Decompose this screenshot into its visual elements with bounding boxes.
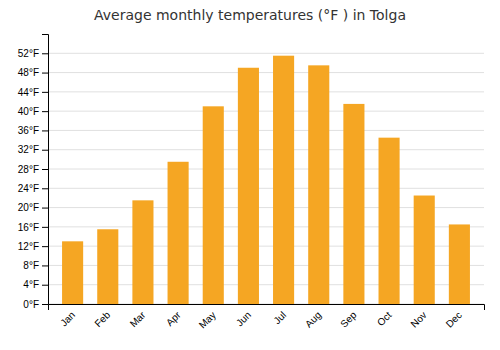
grid	[48, 53, 484, 304]
y-tick: 48°F	[18, 67, 48, 78]
x-axis-line	[49, 305, 485, 311]
y-tick: 8°F	[23, 260, 48, 271]
x-tick: Aug	[303, 309, 323, 329]
y-tick-mark	[42, 304, 48, 305]
x-tick: Mar	[128, 309, 148, 329]
bar	[97, 229, 118, 304]
bar	[203, 106, 224, 304]
x-tick-label: Aug	[303, 309, 323, 329]
y-tick-label: 52°F	[18, 48, 39, 59]
bars	[62, 56, 470, 304]
y-tick: 20°F	[18, 202, 48, 213]
y-tick: 16°F	[18, 222, 48, 233]
bar	[449, 224, 470, 304]
bar	[168, 162, 189, 304]
bar	[343, 104, 364, 304]
grid-line	[48, 53, 484, 54]
grid-line	[48, 188, 484, 189]
x-tick-label: Jun	[234, 309, 253, 328]
y-tick-label: 44°F	[18, 87, 39, 98]
title: Average monthly temperatures (°F ) in To…	[94, 7, 406, 23]
x-tick-label: Nov	[408, 309, 428, 329]
bar	[132, 200, 153, 304]
y-tick-mark	[42, 246, 48, 247]
y-axis: 0°F 4°F 8°F 12°F 16°F 20°F 24°F 28°F 32°F 36°F 40°…	[18, 35, 49, 310]
x-tick: Jun	[234, 309, 253, 328]
y-tick: 12°F	[18, 241, 48, 252]
x-tick: Nov	[408, 309, 428, 329]
x-axis: Jan Feb Mar Apr May Jun Jul Aug Sep Oct Nov Dec	[49, 305, 485, 331]
bar	[238, 68, 259, 304]
y-tick-label: 12°F	[18, 241, 39, 252]
y-tick-mark	[42, 73, 48, 74]
y-tick: 40°F	[18, 106, 48, 117]
x-tick: Sep	[338, 309, 359, 330]
bar	[273, 56, 294, 304]
x-tick-label: Dec	[444, 309, 464, 329]
x-tick-label: Jul	[271, 309, 288, 326]
y-tick-label: 20°F	[18, 202, 39, 213]
y-tick: 28°F	[18, 164, 48, 175]
x-tick: May	[197, 309, 218, 330]
y-tick-mark	[42, 92, 48, 93]
y-tick-mark	[42, 285, 48, 286]
y-tick-mark	[42, 169, 48, 170]
y-tick: 44°F	[18, 87, 48, 98]
y-tick-label: 0°F	[23, 299, 39, 310]
y-tick-mark	[42, 150, 48, 151]
y-tick: 4°F	[23, 279, 48, 290]
bar	[62, 241, 83, 304]
y-tick-label: 36°F	[18, 125, 39, 136]
y-tick: 24°F	[18, 183, 48, 194]
y-tick-mark	[42, 188, 48, 189]
x-tick: Oct	[375, 309, 394, 328]
y-tick-label: 40°F	[18, 106, 39, 117]
y-tick-label: 4°F	[23, 279, 39, 290]
grid-line	[48, 149, 484, 150]
x-tick-label: Sep	[338, 309, 359, 330]
grid-line	[48, 91, 484, 92]
x-tick-label: May	[197, 309, 218, 330]
y-axis-line	[42, 35, 49, 305]
y-tick-mark	[42, 130, 48, 131]
y-tick-label: 28°F	[18, 164, 39, 175]
y-tick-label: 48°F	[18, 67, 39, 78]
x-tick-label: Oct	[375, 309, 394, 328]
x-tick: Feb	[92, 309, 112, 329]
y-tick: 52°F	[18, 48, 48, 59]
bar	[414, 196, 435, 304]
x-tick: Jul	[271, 309, 288, 326]
grid-line	[48, 169, 484, 170]
y-tick: 0°F	[23, 299, 48, 310]
y-tick: 32°F	[18, 144, 48, 155]
x-tick: Jan	[58, 309, 77, 328]
bar	[379, 138, 400, 304]
y-tick-mark	[42, 208, 48, 209]
plot: 0°F 4°F 8°F 12°F 16°F 20°F 24°F 28°F 32°F 36°F 40°…	[18, 35, 485, 331]
grid-line	[48, 111, 484, 112]
x-tick-label: Jan	[58, 309, 77, 328]
y-tick-label: 8°F	[23, 260, 39, 271]
y-tick-mark	[42, 53, 48, 54]
x-tick-label: Apr	[164, 309, 183, 328]
y-tick-label: 24°F	[18, 183, 39, 194]
y-tick-mark	[42, 111, 48, 112]
bar	[308, 65, 329, 304]
x-tick: Apr	[164, 309, 183, 328]
x-tick-label: Feb	[92, 309, 112, 329]
grid-line	[48, 72, 484, 73]
y-tick: 36°F	[18, 125, 48, 136]
y-tick-mark	[42, 265, 48, 266]
y-tick-label: 16°F	[18, 222, 39, 233]
chart: 0°F 4°F 8°F 12°F 16°F 20°F 24°F 28°F 32°F 36°F 40°…	[0, 0, 500, 350]
y-tick-mark	[42, 227, 48, 228]
x-tick: Dec	[444, 309, 464, 329]
grid-line	[48, 130, 484, 131]
x-tick-label: Mar	[128, 309, 148, 329]
y-tick-label: 32°F	[18, 144, 39, 155]
